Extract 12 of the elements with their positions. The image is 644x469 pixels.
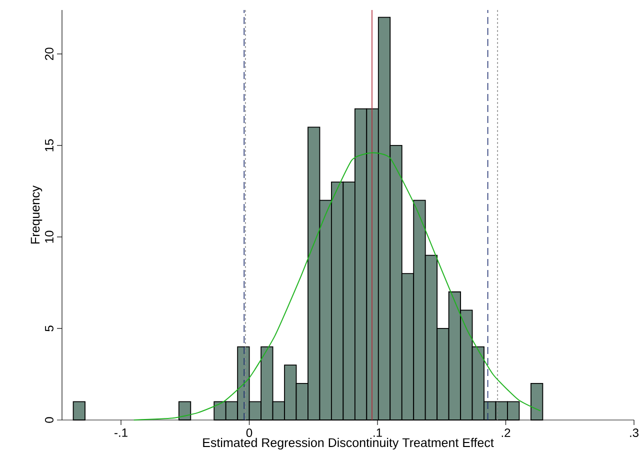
x-tick-label: 0 [246, 428, 252, 438]
y-tick-label: 5 [45, 326, 54, 332]
x-axis-title: Estimated Regression Discontinuity Treatment Effect [203, 438, 494, 450]
x-tick-label: .2 [502, 428, 510, 437]
y-tick-label: 15 [45, 139, 54, 152]
y-tick-label: 10 [44, 230, 54, 243]
y-tick-label: 0 [44, 417, 54, 423]
x-tick-label: -.1 [114, 428, 128, 437]
y-tick-label: 20 [44, 48, 54, 60]
x-tick-label: .3 [630, 428, 638, 438]
x-tick-label: .1 [374, 428, 382, 437]
y-axis-title: Frequency [30, 186, 42, 244]
